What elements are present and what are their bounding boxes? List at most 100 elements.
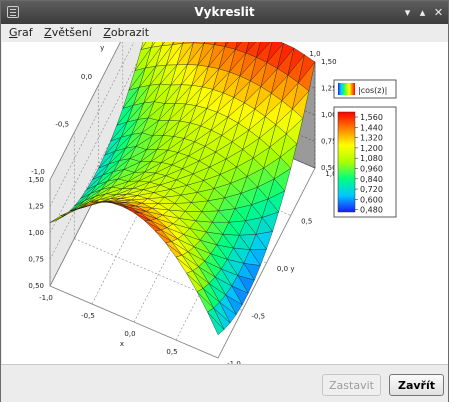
colorbar-tick-label: 0,480 [360, 206, 383, 215]
surface-facet [80, 184, 98, 199]
surface-facet [107, 169, 125, 182]
surface-facet [219, 294, 237, 315]
surface-facet [112, 203, 130, 208]
surface-facet [249, 233, 267, 250]
x-tick-label-top: 1,0 [309, 50, 320, 58]
surface-facet [193, 42, 195, 44]
surface-facet [119, 146, 137, 161]
surface-facet [92, 163, 110, 180]
surface-facet [260, 62, 278, 87]
surface-facet [162, 120, 181, 136]
surface-facet [166, 223, 184, 235]
surface-facet [189, 220, 207, 233]
y-tick-label: -1,0 [227, 360, 241, 364]
surface-facet [84, 189, 102, 201]
surface-facet [186, 173, 204, 186]
surface-facet [135, 132, 154, 147]
surface-facet [213, 174, 231, 189]
surface-facet [193, 239, 212, 255]
surface-facet [134, 202, 153, 209]
surface-facet [192, 160, 210, 175]
surface-facet [192, 266, 210, 284]
surface-facet [174, 194, 192, 204]
surface-facet [171, 152, 190, 166]
surface-facet [245, 42, 256, 54]
plot-area[interactable]: -1,0 -0,5 0,0 0,5 1,0 x -1,0 -0,5 0,0 0,5 1,0 y -1,0… [2, 42, 448, 364]
menu-zvetseni[interactable]: Zvětšení [44, 26, 92, 39]
surface-facet [161, 149, 179, 163]
surface-facet [240, 176, 258, 194]
surface-facet [188, 141, 206, 157]
colorbar-tick-label: 1,560 [360, 113, 383, 122]
surface-facet [164, 84, 182, 104]
surface-facet [111, 178, 130, 188]
surface-facet [133, 85, 151, 106]
surface-facet [239, 52, 257, 77]
surface-facet [194, 125, 212, 143]
surface-facet [72, 201, 90, 212]
surface-facet [236, 149, 254, 168]
maximize-icon[interactable]: ▴ [419, 6, 426, 19]
z-tick-label-left: 1,25 [28, 203, 44, 211]
close-icon[interactable]: ✕ [433, 6, 444, 19]
surface-facet [160, 227, 178, 239]
menu-zobrazit[interactable]: Zobrazit [103, 26, 150, 39]
z-tick-label-left: 1,50 [28, 176, 44, 184]
surface-facet [223, 71, 241, 94]
left-grid-line [49, 42, 135, 207]
surface-facet [101, 178, 118, 190]
surface-facet [221, 116, 239, 136]
surface-facet [267, 178, 285, 200]
x-tick-label: -0,5 [81, 312, 95, 320]
surface-facet [104, 137, 122, 156]
surface-facet [209, 151, 227, 168]
surface-facet [227, 247, 245, 264]
close-button[interactable]: Zavřít [389, 374, 444, 396]
surface-facet [200, 231, 218, 246]
surface-facet [264, 93, 283, 118]
menu-graf[interactable]: Graf [9, 26, 33, 39]
surface-facet [216, 92, 235, 113]
surface-facet [186, 270, 204, 289]
button-bar: Zastavit Zavřít [1, 364, 448, 402]
floor-grid-line [49, 285, 219, 359]
surface-facet [141, 117, 160, 134]
surface-facet [99, 193, 117, 200]
surface-facet [191, 64, 209, 86]
colorbar-tick-label: 0,720 [360, 185, 383, 194]
minimize-icon[interactable]: ▾ [404, 6, 411, 19]
surface-plot[interactable]: -1,0 -0,5 0,0 0,5 1,0 x -1,0 -0,5 0,0 0,5 1,0 y -1,0… [2, 42, 448, 364]
surface-facet [89, 193, 106, 203]
y-tick-label-top: -1,0 [31, 168, 45, 176]
x-axis-label: x [120, 340, 124, 348]
surface-facet [225, 141, 244, 160]
surface-facet [187, 42, 205, 65]
x-tick-label: 0,0 [124, 330, 135, 338]
title-bar[interactable]: Vykreslit ▾ ▴ ✕ [1, 1, 448, 24]
surface-facet [128, 67, 146, 91]
surface-facet [218, 46, 236, 69]
surface-facet [215, 135, 233, 153]
surface-facet [86, 174, 104, 191]
surface-facet [137, 101, 155, 120]
window-menu-icon[interactable] [7, 6, 19, 18]
surface-facet [120, 119, 139, 138]
colorbar-tick-label: 1,320 [360, 134, 383, 143]
colorbar-tick-label: 1,440 [360, 123, 383, 132]
z-tick-label-left: 0,50 [28, 282, 44, 290]
surface-facet [202, 283, 220, 303]
stop-button[interactable]: Zastavit [322, 374, 381, 396]
surface-facet [122, 86, 140, 109]
surface-facet [104, 198, 121, 202]
surface-facet [78, 196, 96, 207]
surface-facet [171, 238, 189, 252]
surface-facet [196, 86, 214, 106]
surface-facet [233, 234, 251, 250]
surface-facet [212, 210, 230, 223]
surface-facet [176, 168, 194, 181]
surface-facet [91, 201, 109, 203]
surface-facet [129, 205, 147, 212]
surface-facet [245, 204, 263, 221]
surface-facet [148, 101, 166, 119]
surface-facet [233, 75, 251, 98]
